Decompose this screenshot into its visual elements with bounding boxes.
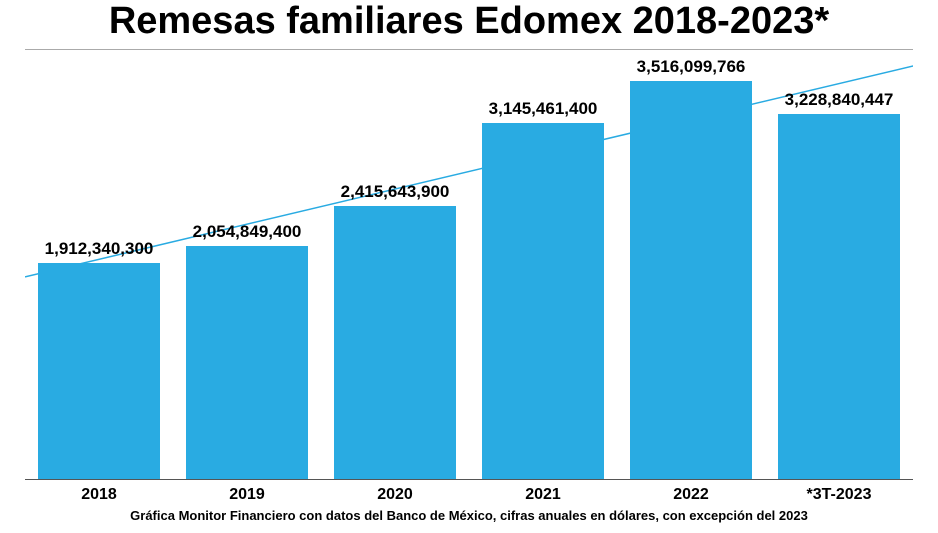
chart-container: Remesas familiares Edomex 2018-2023* 1,9… xyxy=(0,0,938,533)
chart-caption: Gráfica Monitor Financiero con datos del… xyxy=(25,508,913,523)
x-axis-label: 2018 xyxy=(25,486,173,504)
x-axis-label: 2021 xyxy=(469,486,617,504)
bar-slot: 1,912,340,300 xyxy=(25,49,173,479)
chart-title: Remesas familiares Edomex 2018-2023* xyxy=(25,0,913,43)
bar-2020 xyxy=(334,206,455,479)
bar-2021 xyxy=(482,123,603,479)
bar-slot: 2,415,643,900 xyxy=(321,49,469,479)
bar-value-label: 1,912,340,300 xyxy=(25,239,173,259)
bar-value-label: 2,415,643,900 xyxy=(321,182,469,202)
bar-2022 xyxy=(630,81,751,479)
x-axis-label: 2022 xyxy=(617,486,765,504)
bar-value-label: 3,516,099,766 xyxy=(617,57,765,77)
x-axis: 2018 2019 2020 2021 2022 *3T-2023 xyxy=(25,486,913,504)
bar-2018 xyxy=(38,263,159,479)
bar-2019 xyxy=(186,246,307,479)
bar-slot: 2,054,849,400 xyxy=(173,49,321,479)
x-axis-label: 2019 xyxy=(173,486,321,504)
bar-slot: 3,145,461,400 xyxy=(469,49,617,479)
bar-value-label: 3,228,840,447 xyxy=(765,90,913,110)
bar-value-label: 3,145,461,400 xyxy=(469,99,617,119)
bars-group: 1,912,340,300 2,054,849,400 2,415,643,90… xyxy=(25,49,913,479)
x-axis-label: 2020 xyxy=(321,486,469,504)
bar-value-label: 2,054,849,400 xyxy=(173,222,321,242)
x-axis-label: *3T-2023 xyxy=(765,486,913,504)
bar-2023 xyxy=(778,114,899,479)
bar-slot: 3,228,840,447 xyxy=(765,49,913,479)
bar-slot: 3,516,099,766 xyxy=(617,49,765,479)
plot-area: 1,912,340,300 2,054,849,400 2,415,643,90… xyxy=(25,49,913,480)
